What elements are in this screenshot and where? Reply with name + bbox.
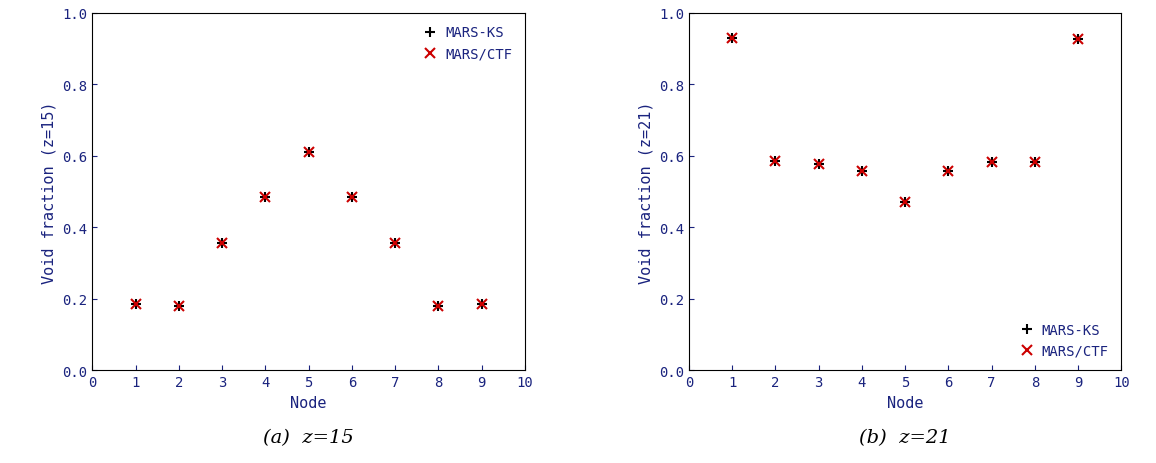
MARS/CTF <box>431 303 445 309</box>
MARS-KS <box>302 150 316 156</box>
MARS-KS <box>941 169 955 174</box>
MARS/CTF <box>812 162 825 167</box>
Legend: MARS-KS, MARS/CTF: MARS-KS, MARS/CTF <box>1013 318 1114 363</box>
MARS-KS <box>259 195 273 200</box>
MARS-KS <box>985 160 999 165</box>
MARS/CTF <box>941 169 955 174</box>
Line: MARS/CTF: MARS/CTF <box>727 34 1083 208</box>
MARS-KS <box>215 241 229 247</box>
MARS/CTF <box>475 302 489 307</box>
MARS-KS <box>431 303 445 309</box>
Line: MARS/CTF: MARS/CTF <box>131 148 487 311</box>
MARS-KS <box>855 169 869 174</box>
MARS/CTF <box>725 36 739 42</box>
MARS-KS <box>475 302 489 307</box>
MARS-KS <box>172 303 186 309</box>
MARS/CTF <box>344 195 358 200</box>
MARS/CTF <box>1072 37 1085 42</box>
MARS/CTF <box>769 159 783 165</box>
MARS-KS <box>725 36 739 42</box>
MARS/CTF <box>259 195 273 200</box>
MARS-KS <box>1072 37 1085 42</box>
X-axis label: Node: Node <box>887 395 924 410</box>
MARS/CTF <box>302 150 316 156</box>
MARS/CTF <box>1028 160 1042 165</box>
MARS-KS <box>388 241 402 247</box>
MARS/CTF <box>985 160 999 165</box>
Y-axis label: Void fraction (z=21): Void fraction (z=21) <box>638 101 653 283</box>
MARS-KS <box>812 162 825 167</box>
Legend: MARS-KS, MARS/CTF: MARS-KS, MARS/CTF <box>416 21 518 67</box>
MARS-KS <box>898 200 912 206</box>
X-axis label: Node: Node <box>290 395 327 410</box>
MARS-KS <box>769 159 783 165</box>
MARS/CTF <box>172 303 186 309</box>
MARS/CTF <box>388 241 402 247</box>
MARS/CTF <box>855 169 869 174</box>
MARS/CTF <box>128 302 142 307</box>
MARS-KS <box>1028 160 1042 165</box>
Y-axis label: Void fraction (z=15): Void fraction (z=15) <box>42 101 57 283</box>
MARS-KS <box>128 302 142 307</box>
Line: MARS-KS: MARS-KS <box>131 148 487 311</box>
Line: MARS-KS: MARS-KS <box>727 34 1083 208</box>
MARS-KS <box>344 195 358 200</box>
MARS/CTF <box>215 241 229 247</box>
Text: (a)  z=15: (a) z=15 <box>264 428 354 446</box>
MARS/CTF <box>898 200 912 206</box>
Text: (b)  z=21: (b) z=21 <box>859 428 951 446</box>
